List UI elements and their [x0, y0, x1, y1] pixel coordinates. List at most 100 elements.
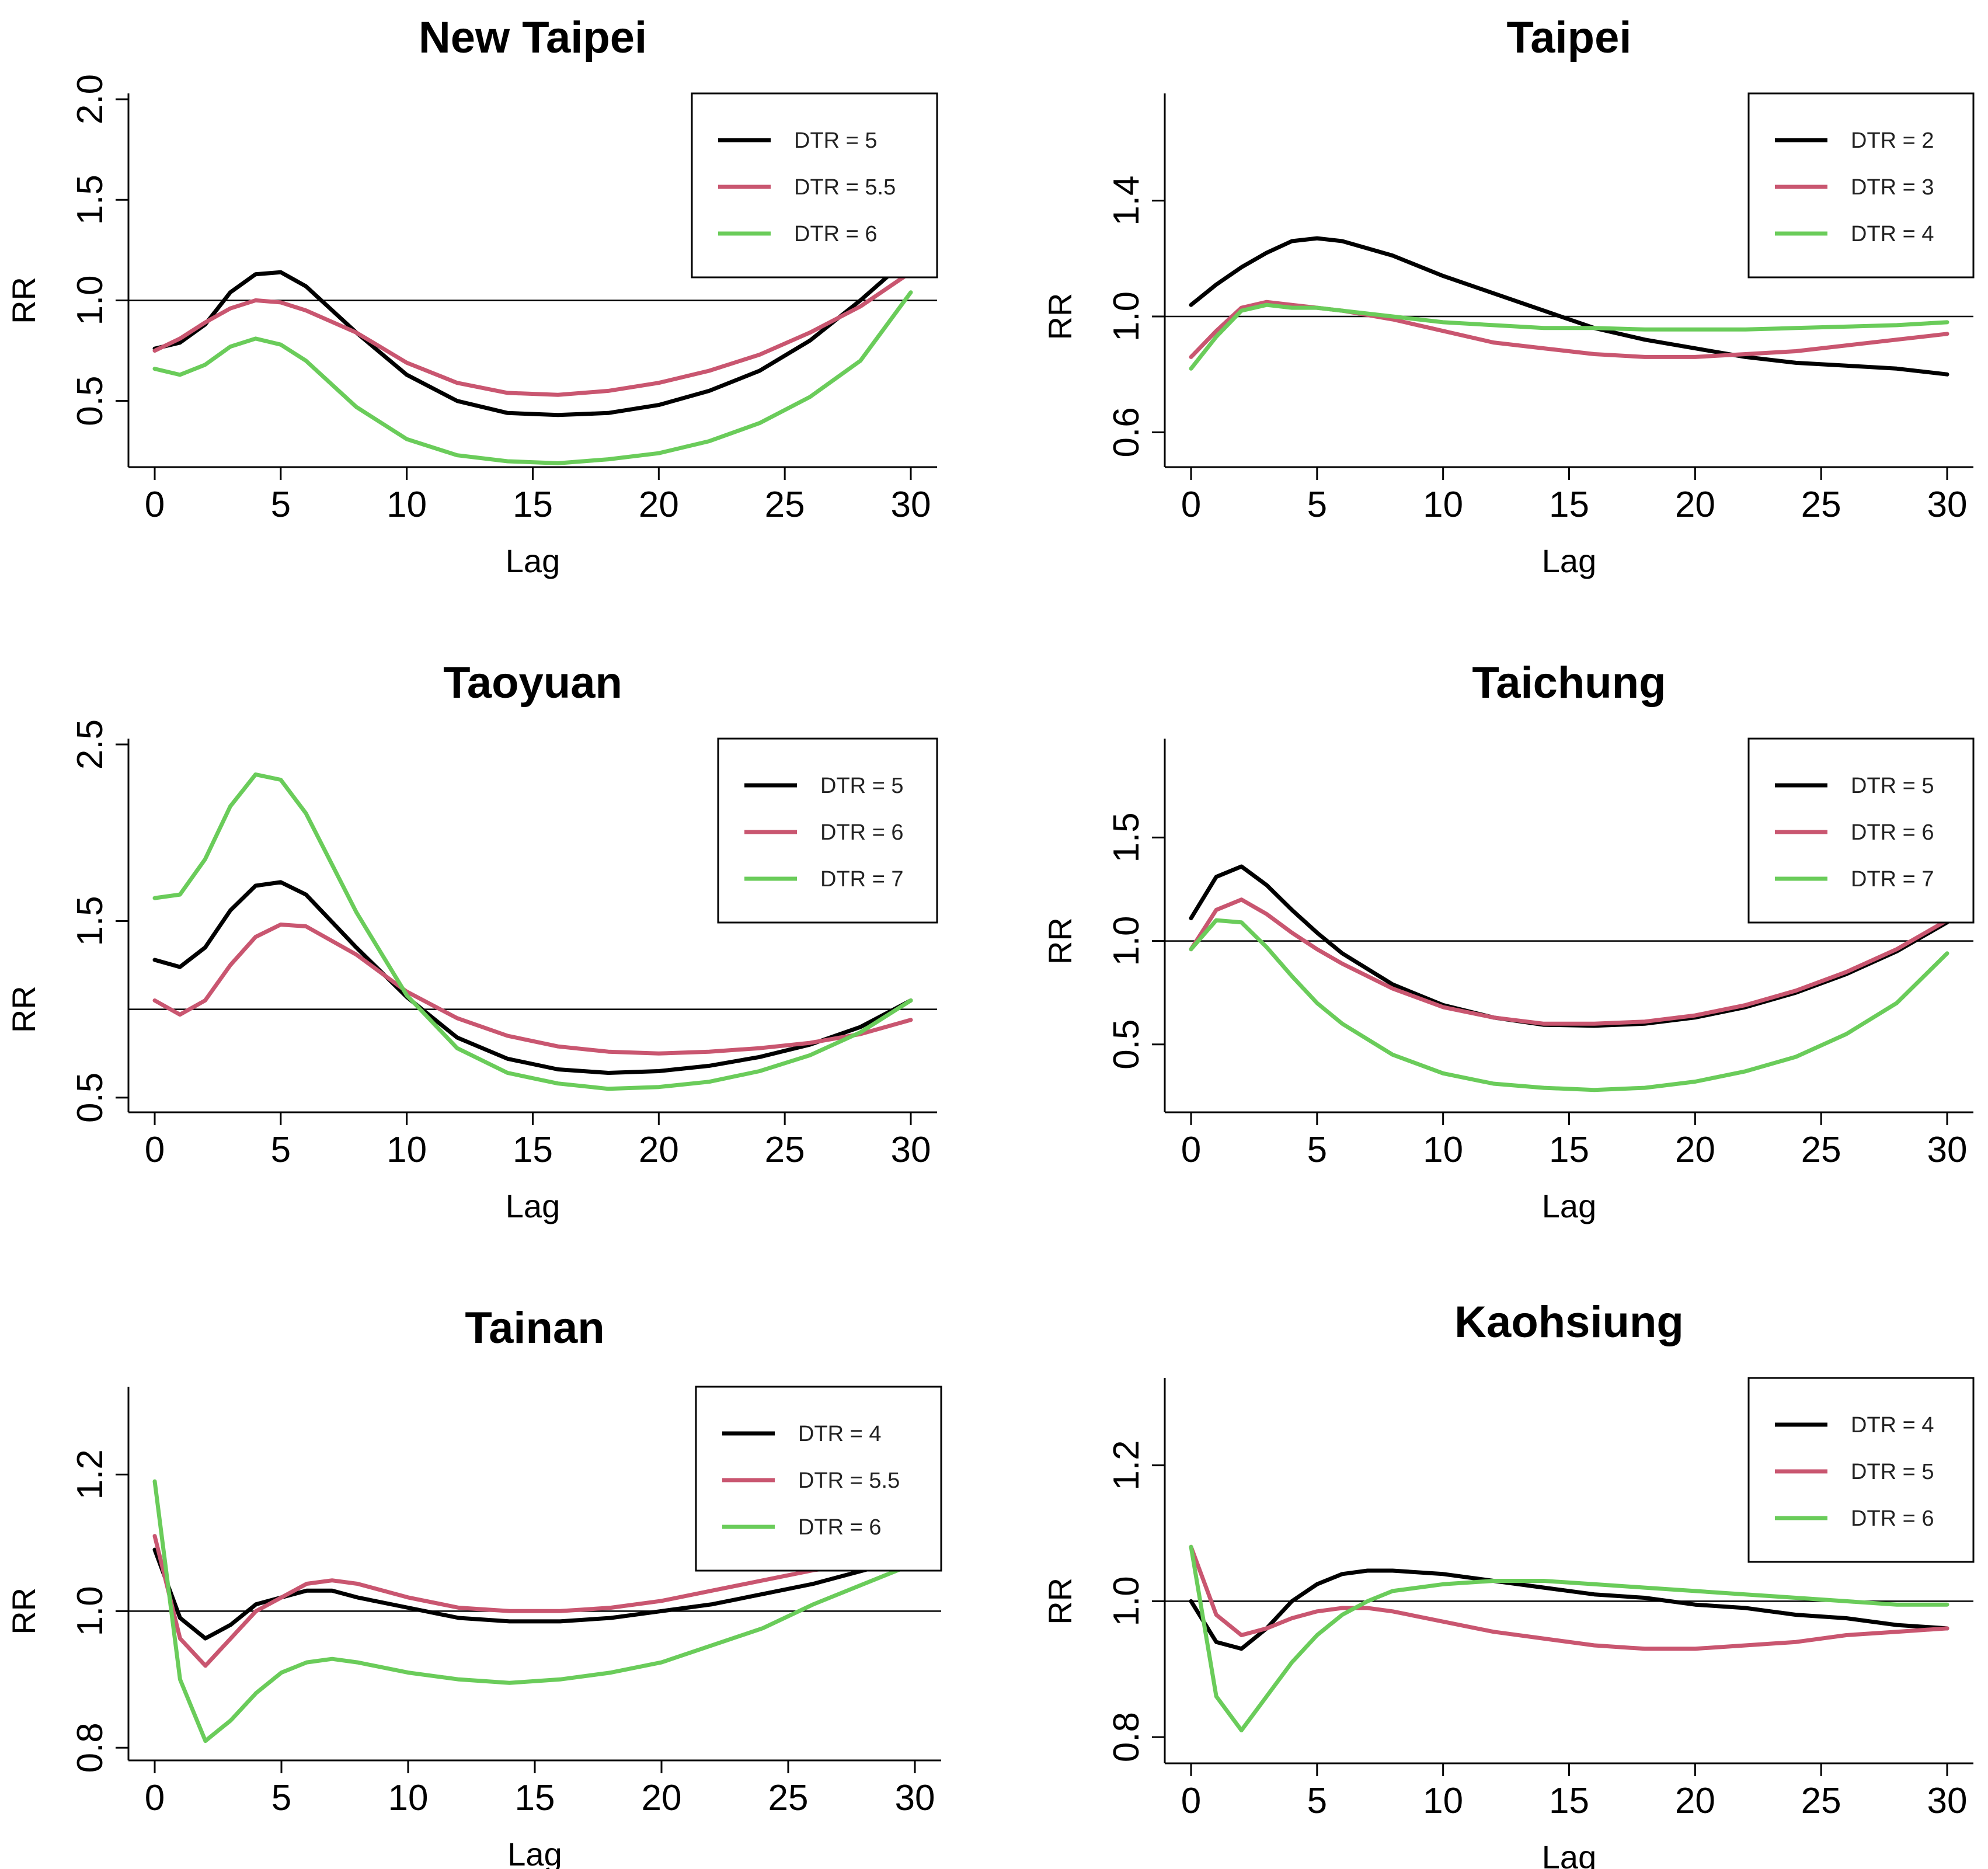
x-tick-label: 30 — [1927, 1130, 1968, 1170]
panel-5: Kaohsiung 0 5 10 15 20 25 30 0.8 1.0 1.2 Lag RR DTR =… — [1042, 1297, 1975, 1869]
panel-3: Taichung 0 5 10 15 20 25 30 0.5 1.0 1.5 Lag RR DTR = … — [1042, 658, 1975, 1224]
x-tick-label: 0 — [145, 1130, 165, 1170]
series-line-1 — [152, 923, 913, 1056]
y-axis-label: RR — [1042, 293, 1078, 340]
y-tick-label: 1.0 — [1106, 916, 1147, 966]
x-tick-label: 20 — [642, 1778, 682, 1818]
y-tick-label: 1.2 — [1106, 1440, 1147, 1491]
series-line-2 — [152, 1479, 917, 1743]
x-tick-label: 25 — [1801, 485, 1841, 525]
y-tick-label: 1.2 — [70, 1449, 110, 1499]
series-line-1 — [1189, 1544, 1949, 1651]
x-tick-label: 30 — [1927, 1781, 1968, 1821]
legend-label: DTR = 6 — [798, 1515, 882, 1540]
x-axis-label: Lag — [506, 542, 560, 579]
legend-label: DTR = 5.5 — [794, 175, 896, 200]
x-tick-label: 20 — [639, 1130, 679, 1170]
legend-label: DTR = 6 — [1851, 1506, 1934, 1531]
legend-label: DTR = 6 — [1851, 820, 1934, 845]
x-tick-label: 30 — [891, 485, 931, 525]
legend: DTR = 5 DTR = 6 DTR = 7 — [717, 737, 938, 924]
y-tick-label: 1.5 — [70, 175, 110, 225]
panel-title: Taoyuan — [443, 658, 622, 708]
x-tick-label: 0 — [1181, 485, 1201, 525]
panel-title: Taipei — [1507, 13, 1632, 62]
x-tick-label: 10 — [387, 1130, 427, 1170]
x-tick-label: 0 — [1181, 1130, 1201, 1170]
y-axis-label: RR — [5, 1588, 42, 1635]
x-tick-label: 5 — [1307, 1781, 1327, 1821]
legend-label: DTR = 2 — [1851, 128, 1934, 153]
x-axis-label: Lag — [1542, 1839, 1596, 1869]
panel-title: New Taipei — [419, 13, 647, 62]
series-line-1 — [1189, 300, 1949, 359]
legend-label: DTR = 5.5 — [798, 1468, 900, 1493]
x-tick-label: 25 — [1801, 1781, 1841, 1821]
legend: DTR = 2 DTR = 3 DTR = 4 — [1747, 92, 1975, 279]
legend-label: DTR = 5 — [794, 128, 878, 153]
series-line-0 — [1189, 236, 1949, 377]
legend: DTR = 5 DTR = 6 DTR = 7 — [1747, 737, 1975, 924]
series-line-0 — [1189, 1568, 1949, 1651]
legend: DTR = 4 DTR = 5 DTR = 6 — [1747, 1377, 1975, 1563]
series-line-1 — [1189, 897, 1949, 1026]
x-axis-label: Lag — [506, 1188, 560, 1224]
panel-title: Taichung — [1472, 658, 1666, 708]
y-tick-label: 1.5 — [1106, 812, 1147, 862]
x-tick-label: 10 — [388, 1778, 429, 1818]
y-tick-label: 1.4 — [1106, 175, 1147, 225]
legend-label: DTR = 6 — [820, 820, 904, 845]
y-tick-label: 0.5 — [70, 1073, 110, 1123]
legend-label: DTR = 6 — [794, 222, 878, 246]
legend-label: DTR = 4 — [798, 1422, 882, 1446]
y-tick-label: 1.5 — [70, 896, 110, 946]
y-tick-label: 1.0 — [1106, 291, 1147, 342]
legend-label: DTR = 5 — [1851, 774, 1934, 798]
legend-label: DTR = 7 — [820, 867, 904, 892]
x-tick-label: 20 — [639, 485, 679, 525]
x-tick-label: 25 — [1801, 1130, 1841, 1170]
legend-label: DTR = 4 — [1851, 1413, 1934, 1438]
x-tick-label: 15 — [1549, 485, 1589, 525]
x-tick-label: 30 — [1927, 485, 1968, 525]
x-tick-label: 5 — [271, 1778, 291, 1818]
panel-0: New Taipei 0 5 10 15 20 25 30 0.5 1.0 1.5 2.0 Lag RR D… — [5, 13, 938, 579]
y-tick-label: 2.5 — [70, 719, 110, 770]
x-tick-label: 10 — [1423, 1781, 1463, 1821]
panel-2: Taoyuan 0 5 10 15 20 25 30 0.5 1.5 2.5 Lag RR DTR = 5… — [5, 658, 938, 1224]
x-tick-label: 5 — [271, 485, 291, 525]
x-tick-label: 5 — [271, 1130, 291, 1170]
legend-label: DTR = 5 — [820, 774, 904, 798]
series-line-0 — [152, 1547, 917, 1641]
y-axis-label: RR — [5, 986, 42, 1033]
series-line-0 — [152, 880, 913, 1075]
y-tick-label: 0.6 — [1106, 407, 1147, 457]
x-tick-label: 0 — [145, 485, 165, 525]
y-axis-label: RR — [1042, 917, 1078, 965]
x-tick-label: 15 — [515, 1778, 555, 1818]
y-axis-label: RR — [1042, 1578, 1078, 1625]
series-line-0 — [152, 254, 913, 417]
series-line-1 — [152, 1534, 917, 1668]
x-tick-label: 20 — [1675, 485, 1715, 525]
y-tick-label: 0.8 — [1106, 1712, 1147, 1762]
y-tick-label: 2.0 — [70, 74, 110, 124]
y-tick-label: 0.5 — [70, 376, 110, 426]
x-tick-label: 25 — [765, 485, 805, 525]
x-tick-label: 0 — [1181, 1781, 1201, 1821]
x-tick-label: 25 — [768, 1778, 809, 1818]
x-tick-label: 20 — [1675, 1130, 1715, 1170]
legend-label: DTR = 5 — [1851, 1460, 1934, 1484]
y-tick-label: 1.0 — [70, 275, 110, 325]
legend: DTR = 4 DTR = 5.5 DTR = 6 — [695, 1386, 942, 1572]
x-axis-label: Lag — [1542, 542, 1596, 579]
x-tick-label: 30 — [895, 1778, 935, 1818]
x-axis-label: Lag — [1542, 1188, 1596, 1224]
x-axis-label: Lag — [507, 1836, 562, 1869]
x-tick-label: 15 — [1549, 1781, 1589, 1821]
y-tick-label: 1.0 — [70, 1586, 110, 1636]
x-tick-label: 30 — [891, 1130, 931, 1170]
series-line-2 — [1189, 1544, 1949, 1732]
x-tick-label: 5 — [1307, 485, 1327, 525]
